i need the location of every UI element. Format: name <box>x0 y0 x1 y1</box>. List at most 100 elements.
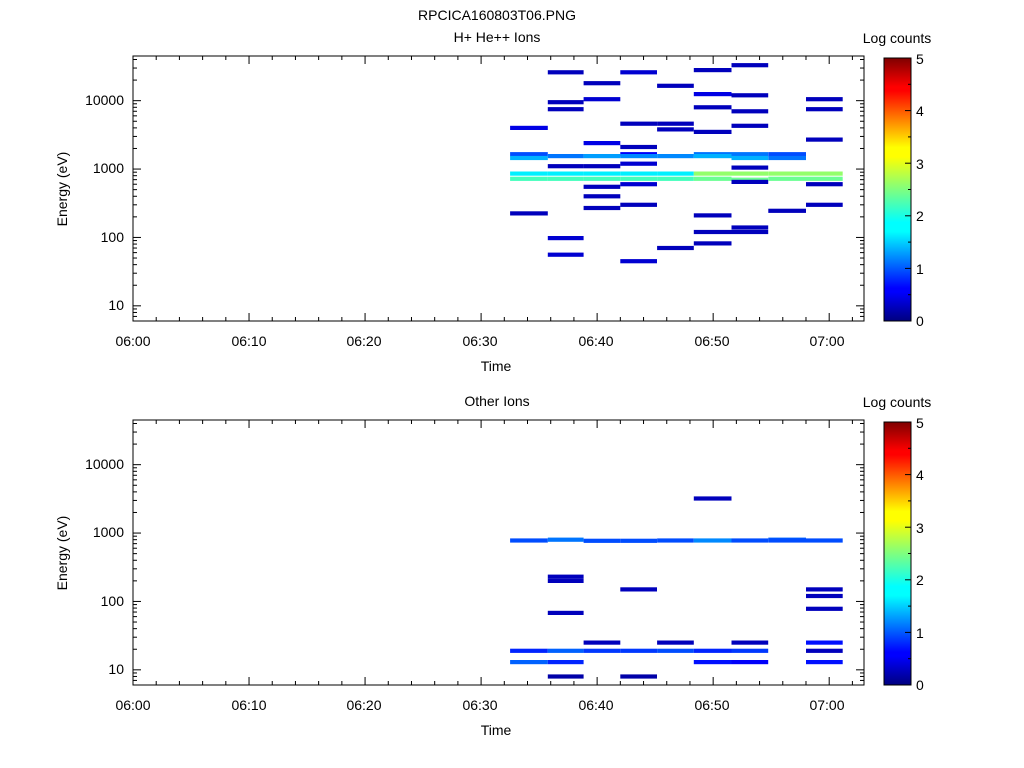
heatmap-cell <box>731 171 769 176</box>
heatmap-cell <box>583 176 621 181</box>
colorbar-tick-label: 0 <box>916 677 924 693</box>
heatmap-cell <box>620 144 657 150</box>
heatmap-cell <box>547 537 584 542</box>
colorbar-tick-label: 3 <box>916 520 924 536</box>
y-tick-labels: 10 100 1000 10000 <box>85 92 124 313</box>
heatmap-cell <box>806 107 843 112</box>
heatmap-cell <box>731 648 769 653</box>
heatmap-cell <box>693 496 732 501</box>
heatmap-cell <box>806 648 843 653</box>
heatmap-cell <box>620 154 657 159</box>
panel-title: H+ He++ Ions <box>454 29 541 45</box>
heatmap-cell <box>693 213 732 218</box>
heatmap-cell <box>768 208 806 213</box>
colorbar-ticks <box>905 421 911 686</box>
heatmap-cell <box>620 176 657 181</box>
x-tick-label: 06:00 <box>115 333 150 349</box>
colorbar-tick-label: 4 <box>916 467 924 483</box>
y-tick-label: 100 <box>101 593 125 609</box>
x-tick-label: 06:50 <box>694 333 729 349</box>
x-axis-label: Time <box>481 358 512 374</box>
heatmap-cell <box>806 587 843 592</box>
x-tick-label: 06:20 <box>346 697 381 713</box>
heatmap-cell <box>731 155 769 161</box>
figure-title: RPCICA160803T06.PNG <box>418 7 576 23</box>
panel-title: Other Ions <box>464 393 529 409</box>
x-tick-label: 06:20 <box>346 333 381 349</box>
heatmap-cell <box>657 245 694 251</box>
heatmap-cell <box>547 578 584 583</box>
heatmap-cell <box>510 171 548 176</box>
heatmap-cell <box>547 164 584 169</box>
x-tick-labels: 06:00 06:10 06:20 06:30 06:40 06:50 07:0… <box>115 697 844 713</box>
heatmap-cell <box>620 171 657 176</box>
heatmap-cell <box>510 211 548 216</box>
heatmap-cell <box>510 648 548 653</box>
heatmap-cell <box>583 648 621 653</box>
heatmap-cell <box>806 202 843 207</box>
plot-frame <box>132 419 865 686</box>
heatmap-cell <box>657 648 694 653</box>
heatmap-cell <box>657 127 694 132</box>
heatmap-cell <box>731 640 769 645</box>
colorbar-tick-label: 5 <box>916 415 924 431</box>
heatmap-cell <box>583 184 621 189</box>
heatmap-cell <box>731 165 769 170</box>
heatmap-cell <box>510 125 548 130</box>
colorbar-tick-label: 5 <box>916 51 924 67</box>
heatmap-cell <box>693 538 732 543</box>
heatmap-cell <box>806 171 843 176</box>
x-tick-labels: 06:00 06:10 06:20 06:30 06:40 06:50 07:0… <box>115 333 844 349</box>
heatmap-cell <box>657 640 694 645</box>
heatmap-cell <box>806 176 843 181</box>
heatmap-cell <box>731 63 769 68</box>
heatmap-cell <box>693 68 732 73</box>
heatmap-cell <box>693 660 732 665</box>
heatmap-cell <box>768 176 806 181</box>
heatmap-cell <box>806 640 843 645</box>
heatmap-cell <box>806 97 843 102</box>
plot-frame <box>132 55 865 322</box>
y-tick-label: 100 <box>101 229 125 245</box>
heatmap-cell <box>657 538 694 543</box>
heatmap-cell <box>583 141 621 146</box>
x-axis-label: Time <box>481 722 512 738</box>
panel-other-ions: Other Ions Log counts Energy (eV) Time 0… <box>54 393 931 738</box>
heatmap-cell <box>547 70 584 75</box>
axis-ticks <box>132 420 864 686</box>
x-tick-label: 06:30 <box>462 333 497 349</box>
heatmap-cell <box>547 236 584 241</box>
heatmap-cell <box>731 660 769 665</box>
heatmap-cell <box>547 154 584 159</box>
heatmap-cell <box>806 182 843 187</box>
y-axis-label: Energy (eV) <box>54 516 70 591</box>
heatmap-cell <box>731 123 769 128</box>
x-tick-label: 07:00 <box>809 697 844 713</box>
heatmap-cell <box>583 205 621 211</box>
heatmap-cell <box>768 538 806 543</box>
heatmap-cell <box>693 92 732 97</box>
heatmap-cell <box>547 574 584 579</box>
colorbar-tick-label: 2 <box>916 572 924 588</box>
y-tick-label: 10000 <box>85 456 124 472</box>
heatmap-cell <box>731 93 769 98</box>
heatmap-cell <box>768 152 806 157</box>
heatmap-cell <box>547 610 584 615</box>
heatmap-cell <box>620 161 657 166</box>
heatmap-cell <box>583 97 621 102</box>
heatmap-cell <box>693 229 732 235</box>
heatmap-cell <box>657 83 694 88</box>
heatmap-cell <box>510 176 548 181</box>
y-axis-label: Energy (eV) <box>54 152 70 227</box>
heatmap-cell <box>693 154 732 159</box>
heatmap-cell <box>510 155 548 161</box>
heatmap-cell <box>547 674 584 679</box>
heatmap-cell <box>510 538 548 543</box>
heatmap-cell <box>768 155 806 161</box>
heatmap-cell <box>693 129 732 134</box>
colorbar-tick-label: 3 <box>916 156 924 172</box>
heatmap-cell <box>620 674 657 679</box>
x-tick-label: 06:00 <box>115 697 150 713</box>
heatmap-cell <box>731 152 769 157</box>
